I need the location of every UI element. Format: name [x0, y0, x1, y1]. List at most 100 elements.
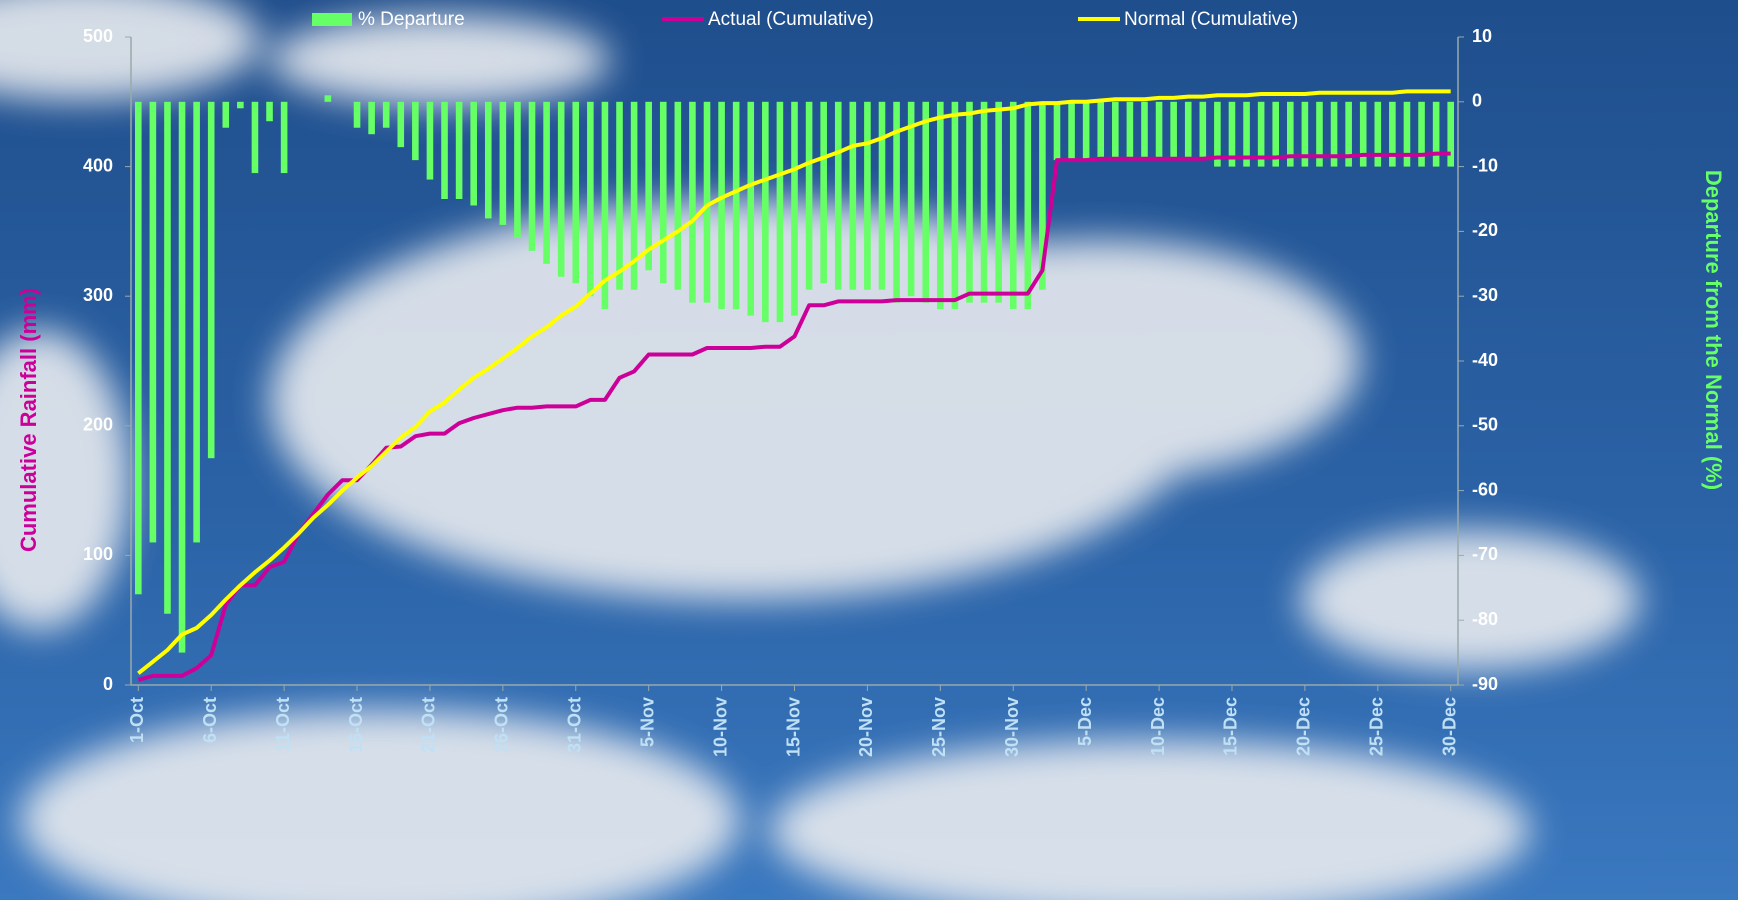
- y-tick-label: 400: [83, 155, 113, 175]
- x-tick-label: 21-Oct: [419, 697, 439, 753]
- bar: [659, 101, 667, 284]
- bar: [791, 101, 798, 316]
- x-tick-label: 25-Nov: [929, 697, 949, 757]
- bar: [397, 101, 405, 148]
- bar: [616, 101, 623, 290]
- bar: [1155, 101, 1163, 161]
- legend-label: % Departure: [358, 9, 465, 30]
- x-tick-label: 10-Nov: [710, 697, 730, 757]
- bar: [1082, 101, 1090, 161]
- bar: [134, 101, 142, 595]
- bar: [849, 101, 857, 290]
- y2-tick-label: -90: [1472, 674, 1498, 694]
- bar: [1374, 101, 1382, 167]
- bar: [1228, 101, 1236, 167]
- x-tick-label: 10-Dec: [1148, 697, 1168, 756]
- x-tick-label: 11-Oct: [273, 697, 293, 752]
- bar: [193, 101, 200, 543]
- legend-label: Actual (Cumulative): [708, 9, 874, 30]
- x-tick-label: 5-Dec: [1075, 697, 1095, 746]
- y2-tick-label: -30: [1472, 285, 1498, 305]
- bar: [572, 101, 580, 284]
- bar: [266, 101, 273, 122]
- x-tick-label: 5-Nov: [637, 697, 657, 747]
- bar: [557, 101, 565, 277]
- bar: [1432, 101, 1440, 167]
- bar: [1170, 101, 1177, 161]
- bar: [1126, 101, 1134, 161]
- bar: [1214, 101, 1221, 167]
- bar: [762, 101, 769, 323]
- bar: [1316, 101, 1323, 167]
- y-axis-title: Cumulative Rainfall (mm): [16, 288, 41, 552]
- y2-tick-label: -40: [1472, 350, 1498, 370]
- bar: [251, 101, 259, 174]
- bar: [368, 101, 375, 135]
- bar: [237, 101, 244, 109]
- bar: [280, 101, 288, 174]
- bar: [1199, 101, 1207, 161]
- bar: [1053, 101, 1061, 161]
- x-tick-label: 30-Dec: [1439, 697, 1459, 756]
- bar: [747, 101, 755, 316]
- y2-axis-title: Departure from the Normal (%): [1701, 170, 1726, 490]
- bar: [1184, 101, 1192, 161]
- bar: [207, 101, 215, 459]
- bar: [776, 101, 784, 323]
- bar: [441, 101, 448, 199]
- x-tick-label: 15-Nov: [783, 697, 803, 757]
- bar: [1141, 101, 1148, 161]
- x-tick-label: 20-Dec: [1294, 697, 1314, 756]
- y-tick-label: 200: [83, 415, 113, 435]
- bar: [878, 101, 886, 290]
- bar: [1257, 101, 1265, 167]
- bar: [1359, 101, 1367, 167]
- bar: [951, 101, 959, 310]
- bar: [966, 101, 973, 303]
- bar: [893, 101, 900, 303]
- bar: [1068, 101, 1075, 161]
- x-tick-label: 25-Dec: [1367, 697, 1387, 756]
- x-tick-label: 26-Oct: [492, 697, 512, 753]
- bar: [470, 101, 477, 206]
- bar: [455, 101, 463, 199]
- bar: [980, 101, 988, 303]
- x-tick-label: 20-Nov: [856, 697, 876, 757]
- bar: [222, 101, 230, 128]
- bar: [1039, 101, 1046, 290]
- bar: [1330, 101, 1338, 167]
- bar: [353, 101, 361, 128]
- bar: [630, 101, 638, 290]
- bar: [1112, 101, 1119, 161]
- legend-swatch: [312, 13, 352, 26]
- bar: [718, 101, 725, 310]
- bar: [1301, 101, 1309, 167]
- bar: [864, 101, 871, 290]
- bar: [1024, 101, 1032, 310]
- bar: [645, 101, 652, 271]
- bar: [907, 101, 915, 297]
- bar: [601, 101, 609, 310]
- bar: [1097, 101, 1105, 161]
- bar: [937, 101, 944, 310]
- bar: [1009, 101, 1017, 310]
- bar: [1418, 101, 1425, 167]
- y2-tick-label: -10: [1472, 155, 1498, 175]
- bar: [689, 101, 696, 303]
- bar: [499, 101, 507, 225]
- bar: [1389, 101, 1396, 167]
- x-tick-label: 6-Oct: [200, 697, 220, 743]
- y2-tick-label: -50: [1472, 415, 1498, 435]
- x-tick-label: 1-Oct: [127, 697, 147, 743]
- x-tick-label: 31-Oct: [565, 697, 585, 753]
- bar: [674, 101, 682, 290]
- bar: [149, 101, 157, 543]
- bar: [995, 101, 1002, 303]
- bar: [514, 101, 521, 238]
- x-tick-label: 15-Dec: [1221, 697, 1241, 756]
- y2-tick-label: -70: [1472, 544, 1498, 564]
- y2-tick-label: 0: [1472, 91, 1482, 111]
- bar: [382, 101, 390, 128]
- bar: [543, 101, 550, 264]
